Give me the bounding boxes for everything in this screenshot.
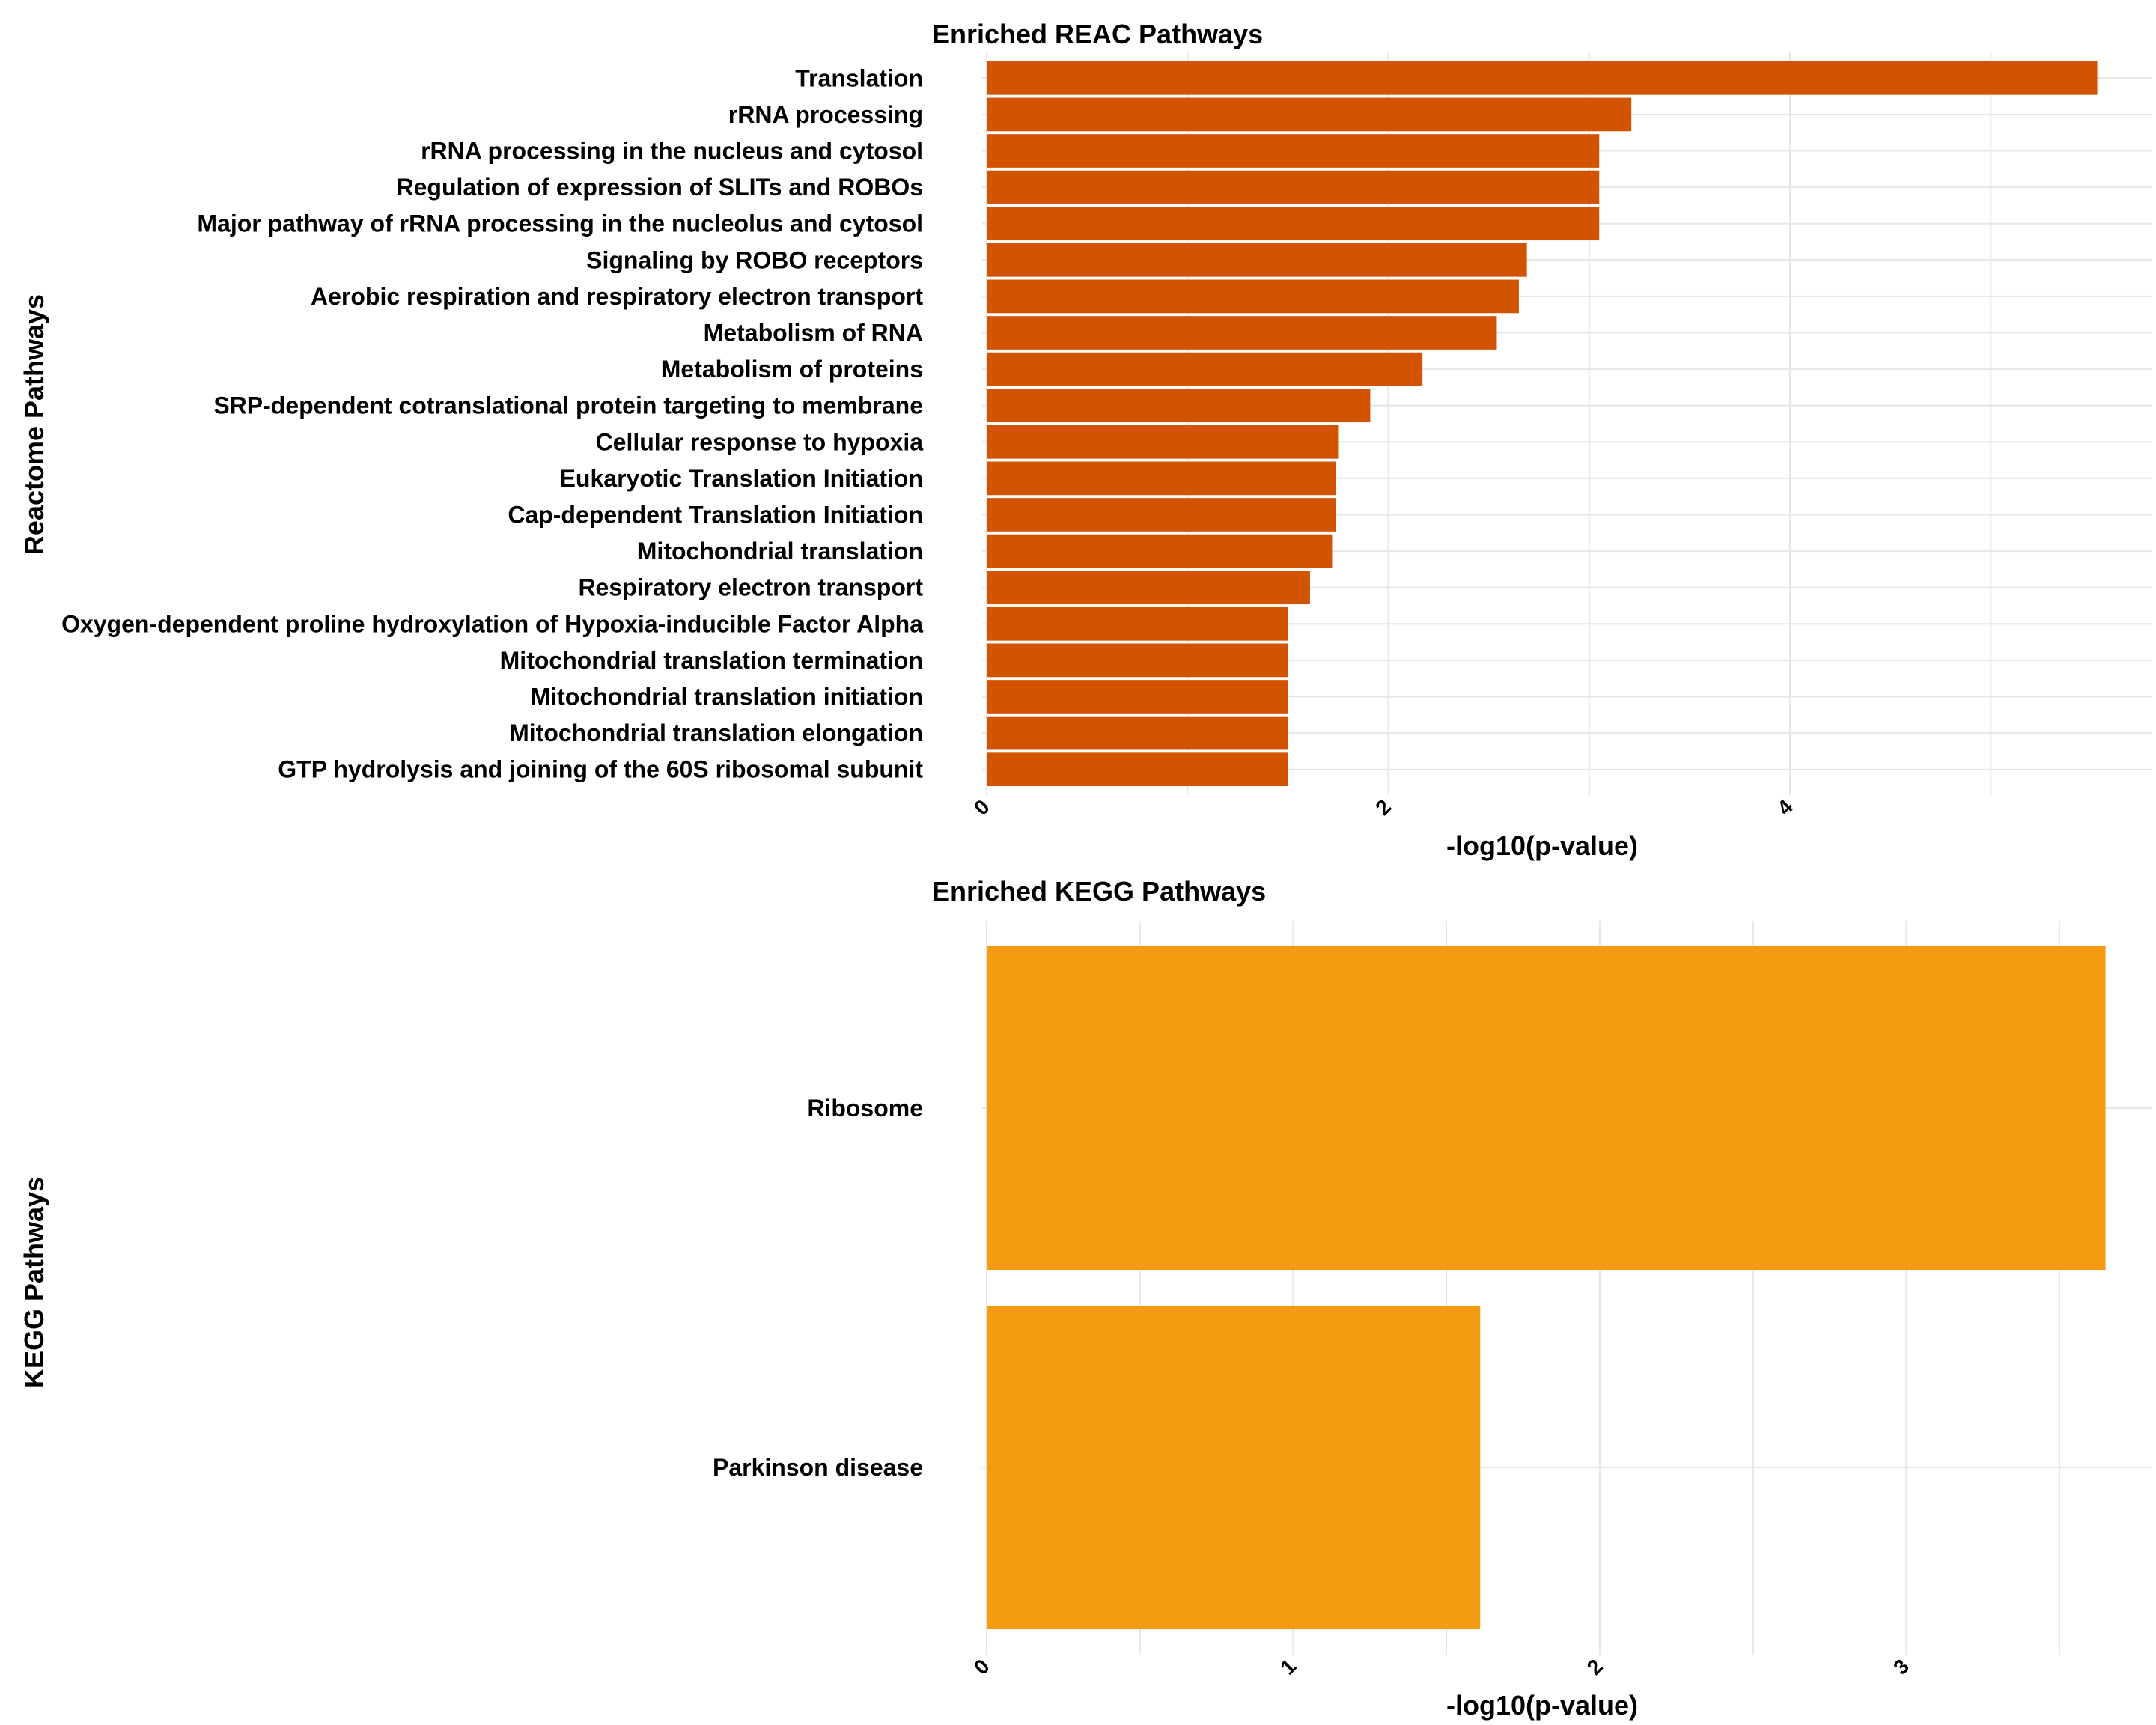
kegg-x-tick-label: 3 xyxy=(1889,1655,1913,1679)
reactome-bar xyxy=(987,389,1371,423)
reactome-category-label: Eukaryotic Translation Initiation xyxy=(560,465,923,492)
reactome-category-label: rRNA processing in the nucleus and cytos… xyxy=(421,138,923,165)
reactome-bar xyxy=(987,207,1600,241)
reactome-x-tick-label: 2 xyxy=(1371,795,1395,820)
reactome-bar xyxy=(987,134,1600,168)
reactome-bar xyxy=(987,680,1288,714)
reactome-category-label: SRP-dependent cotranslational protein ta… xyxy=(213,392,923,419)
kegg-bar xyxy=(987,946,2106,1270)
reactome-category-label: Respiratory electron transport xyxy=(578,574,923,601)
kegg-x-axis-title: -log10(p-value) xyxy=(1446,1690,1638,1721)
kegg-category-label: Ribosome xyxy=(807,1095,923,1122)
reactome-x-tick-label: 4 xyxy=(1773,795,1797,820)
reactome-category-labels: Translation rRNA processing rRNA processin… xyxy=(61,64,923,782)
reactome-category-label: Regulation of expression of SLITs and RO… xyxy=(397,174,923,201)
reactome-bar xyxy=(987,534,1333,568)
reactome-y-axis-title: Reactome Pathways xyxy=(19,294,49,555)
kegg-x-tick-label: 1 xyxy=(1276,1655,1300,1679)
reactome-category-label: Mitochondrial translation initiation xyxy=(531,684,923,711)
reactome-category-label: Translation xyxy=(795,64,923,91)
reactome-category-label: rRNA processing xyxy=(728,101,923,128)
kegg-chart-panel: Ribosome Parkinson disease 0 1 2 3 Enriched … xyxy=(19,876,2152,1721)
reactome-x-tick-label: 0 xyxy=(969,795,994,820)
reactome-bar xyxy=(987,243,1527,277)
reactome-category-label: Mitochondrial translation elongation xyxy=(509,719,923,746)
reactome-category-label: Mitochondrial translation termination xyxy=(500,647,923,674)
kegg-x-tick-label: 0 xyxy=(969,1655,994,1679)
kegg-category-label: Parkinson disease xyxy=(713,1454,923,1481)
reactome-category-label: Oxygen-dependent proline hydroxylation o… xyxy=(61,610,923,637)
reactome-x-tick-labels: 0 2 4 xyxy=(969,795,1797,820)
kegg-bars xyxy=(987,946,2106,1629)
kegg-chart-title: Enriched KEGG Pathways xyxy=(932,876,1266,907)
reactome-bar xyxy=(987,279,1519,314)
reactome-category-label: Metabolism of RNA xyxy=(704,320,923,347)
reactome-bar xyxy=(987,61,2098,95)
reactome-category-label: Metabolism of proteins xyxy=(661,356,923,383)
reactome-category-label: GTP hydrolysis and joining of the 60S ri… xyxy=(278,756,923,783)
reactome-chart-title: Enriched REAC Pathways xyxy=(932,19,1263,49)
reactome-bar xyxy=(987,97,1632,132)
reactome-category-label: Mitochondrial translation xyxy=(637,538,923,565)
kegg-x-tick-labels: 0 1 2 3 xyxy=(969,1655,1913,1679)
reactome-category-label: Aerobic respiration and respiratory elec… xyxy=(311,283,923,310)
reactome-bar xyxy=(987,461,1336,496)
kegg-bar xyxy=(987,1306,1481,1629)
reactome-bar xyxy=(987,316,1497,350)
reactome-bar xyxy=(987,716,1288,750)
reactome-bar xyxy=(987,352,1423,386)
reactome-category-label: Major pathway of rRNA processing in the … xyxy=(197,210,923,237)
reactome-bar xyxy=(987,571,1310,605)
reactome-category-label: Signaling by ROBO receptors xyxy=(586,246,923,273)
reactome-bar xyxy=(987,606,1288,641)
kegg-category-labels: Ribosome Parkinson disease xyxy=(713,1095,923,1481)
reactome-bars xyxy=(987,61,2098,787)
reactome-bar xyxy=(987,643,1288,678)
reactome-x-axis-title: -log10(p-value) xyxy=(1446,830,1638,861)
reactome-chart-panel: Translation rRNA processing rRNA processin… xyxy=(19,19,2152,861)
reactome-bar xyxy=(987,170,1600,204)
kegg-y-axis-title: KEGG Pathways xyxy=(19,1177,49,1388)
reactome-bar xyxy=(987,498,1336,532)
reactome-bar xyxy=(987,752,1288,787)
reactome-category-label: Cap-dependent Translation Initiation xyxy=(508,502,923,529)
reactome-category-label: Cellular response to hypoxia xyxy=(596,428,924,455)
kegg-x-tick-label: 2 xyxy=(1583,1655,1607,1679)
reactome-bar xyxy=(987,425,1339,459)
